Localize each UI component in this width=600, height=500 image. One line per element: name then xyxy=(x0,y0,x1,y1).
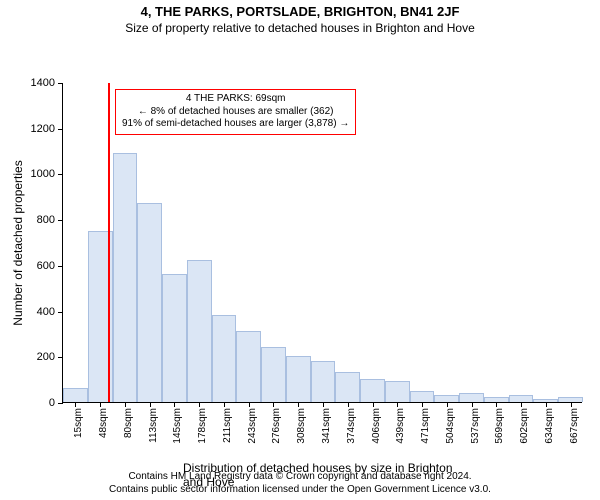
footer-attribution: Contains HM Land Registry data © Crown c… xyxy=(0,470,600,496)
y-tick-label: 1200 xyxy=(31,123,63,135)
x-tick-label: 667sqm xyxy=(569,372,580,408)
x-tick-label: 15sqm xyxy=(73,378,84,408)
x-tick-label: 374sqm xyxy=(346,372,357,408)
annotation-line: 4 THE PARKS: 69sqm xyxy=(122,93,349,106)
annotation-line: ← 8% of detached houses are smaller (362… xyxy=(122,106,349,119)
x-tick-label: 439sqm xyxy=(395,372,406,408)
x-tick-label: 80sqm xyxy=(123,378,134,408)
x-tick-label: 243sqm xyxy=(247,372,258,408)
histogram-bar xyxy=(113,153,138,402)
reference-line xyxy=(108,83,110,402)
x-tick-label: 211sqm xyxy=(222,373,233,408)
y-tick-label: 800 xyxy=(37,214,63,226)
y-tick-label: 1400 xyxy=(31,77,63,89)
x-tick-label: 602sqm xyxy=(519,372,530,408)
x-tick-label: 634sqm xyxy=(544,372,555,408)
x-tick-label: 537sqm xyxy=(470,372,481,408)
y-tick-label: 600 xyxy=(37,260,63,272)
y-tick-label: 200 xyxy=(37,351,63,363)
annotation-box: 4 THE PARKS: 69sqm← 8% of detached house… xyxy=(115,89,356,135)
footer-line: Contains HM Land Registry data © Crown c… xyxy=(0,470,600,483)
x-tick-label: 276sqm xyxy=(271,372,282,408)
x-tick-label: 406sqm xyxy=(371,372,382,408)
y-tick-label: 1000 xyxy=(31,168,63,180)
y-tick-label: 400 xyxy=(37,306,63,318)
x-tick-label: 145sqm xyxy=(172,372,183,408)
x-tick-label: 569sqm xyxy=(494,372,505,408)
y-axis-label: Number of detached properties xyxy=(11,160,25,325)
x-tick-label: 113sqm xyxy=(148,373,159,408)
x-tick-label: 504sqm xyxy=(445,372,456,408)
x-tick-label: 308sqm xyxy=(296,372,307,408)
x-tick-label: 471sqm xyxy=(420,372,431,408)
page-subtitle: Size of property relative to detached ho… xyxy=(0,19,600,35)
page-title: 4, THE PARKS, PORTSLADE, BRIGHTON, BN41 … xyxy=(0,0,600,19)
annotation-line: 91% of semi-detached houses are larger (… xyxy=(122,118,349,131)
x-tick-label: 178sqm xyxy=(197,372,208,408)
plot-area: 020040060080010001200140015sqm48sqm80sqm… xyxy=(62,83,582,403)
footer-line: Contains public sector information licen… xyxy=(0,483,600,496)
x-tick-label: 341sqm xyxy=(321,372,332,408)
y-tick-label: 0 xyxy=(49,397,63,409)
